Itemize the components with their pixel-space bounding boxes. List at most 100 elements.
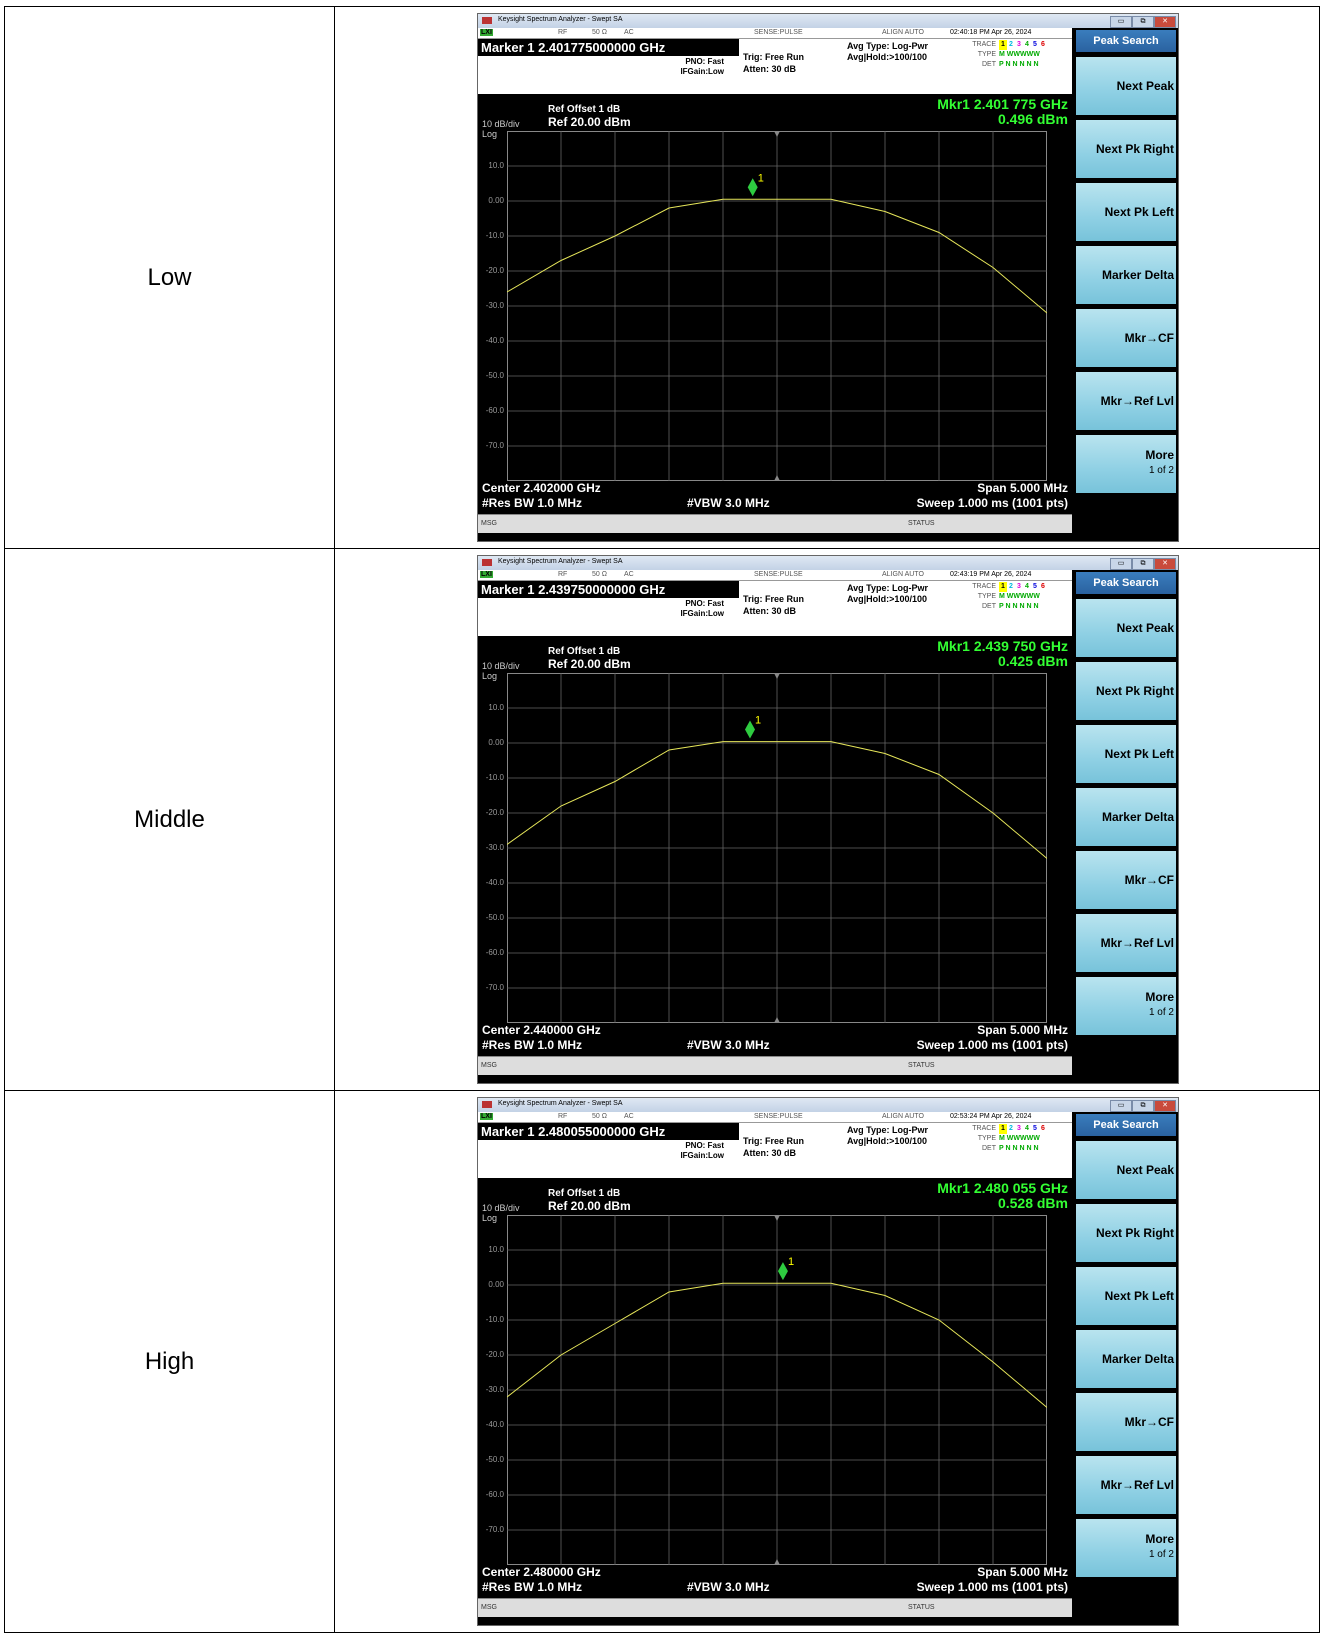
title-bar: Keysight Spectrum Analyzer - Swept SA ▭ … bbox=[478, 1098, 1178, 1112]
ref-level: Ref 20.00 dBm bbox=[548, 1199, 631, 1213]
y-tick-label: -70.0 bbox=[485, 983, 504, 992]
channel-label: Middle bbox=[4, 548, 335, 1091]
rf-input-label: RF bbox=[558, 1113, 568, 1120]
ifgain-label: IFGain:Low bbox=[680, 609, 724, 618]
reference-header: Ref Offset 1 dB Ref 20.00 dBm 10 dB/div L… bbox=[478, 94, 1072, 139]
y-tick-label: -70.0 bbox=[485, 441, 504, 450]
y-tick-label: -20.0 bbox=[485, 1350, 504, 1359]
mkr-cf-button[interactable]: Mkr→CF bbox=[1076, 309, 1176, 367]
next-peak-button[interactable]: Next Peak bbox=[1076, 57, 1176, 115]
scale-div: 10 dB/div bbox=[482, 119, 520, 129]
next-pk-left-button[interactable]: Next Pk Left bbox=[1076, 1267, 1176, 1325]
mkr-cf-button[interactable]: Mkr→CF bbox=[1076, 1393, 1176, 1451]
avg-type-label: Avg Type: Log-Pwr bbox=[847, 1125, 928, 1135]
status-bar: MSG STATUS bbox=[478, 514, 1072, 533]
minimize-button[interactable]: ▭ bbox=[1110, 1100, 1132, 1112]
ifgain-label: IFGain:Low bbox=[680, 67, 724, 76]
avg-settings: Avg Type: Log-Pwr Avg|Hold:>100/100 bbox=[847, 583, 928, 605]
span-label: Span 5.000 MHz bbox=[977, 1023, 1068, 1037]
trace-line bbox=[507, 1282, 1047, 1408]
app-icon bbox=[482, 559, 492, 566]
center-tick-top bbox=[774, 131, 780, 137]
restore-button[interactable]: ⧉ bbox=[1132, 1100, 1154, 1112]
mkr-ref-lvl-button[interactable]: Mkr→Ref Lvl bbox=[1076, 914, 1176, 972]
marker-readout[interactable]: Marker 1 2.480055000000 GHz bbox=[478, 1123, 739, 1140]
close-button[interactable]: ✕ bbox=[1154, 558, 1176, 570]
marker-diamond[interactable] bbox=[747, 178, 758, 197]
next-pk-right-button[interactable]: Next Pk Right bbox=[1076, 1204, 1176, 1262]
restore-button[interactable]: ⧉ bbox=[1132, 558, 1154, 570]
sense-label: SENSE:PULSE bbox=[754, 1113, 803, 1120]
more-button[interactable]: More 1 of 2 bbox=[1076, 435, 1176, 493]
next-pk-left-button[interactable]: Next Pk Left bbox=[1076, 725, 1176, 783]
spectrum-plot[interactable]: 1 bbox=[507, 673, 1047, 1023]
trace-number: 4 bbox=[1025, 1125, 1029, 1132]
close-button[interactable]: ✕ bbox=[1154, 16, 1176, 28]
marker-readout[interactable]: Marker 1 2.439750000000 GHz bbox=[478, 581, 739, 598]
marker-delta-button[interactable]: Marker Delta bbox=[1076, 788, 1176, 846]
more-label: More bbox=[1145, 448, 1174, 462]
impedance-label: 50 Ω bbox=[592, 571, 607, 578]
spectrum-plot[interactable]: 1 bbox=[507, 1215, 1047, 1565]
center-tick-bottom bbox=[774, 475, 780, 481]
ref-offset: Ref Offset 1 dB bbox=[548, 104, 621, 115]
title-bar: Keysight Spectrum Analyzer - Swept SA ▭ … bbox=[478, 14, 1178, 28]
marker-amplitude: 0.425 dBm bbox=[997, 653, 1068, 669]
res-bw-label: #Res BW 1.0 MHz bbox=[482, 1038, 583, 1052]
next-peak-button[interactable]: Next Peak bbox=[1076, 599, 1176, 657]
mkr-cf-button[interactable]: Mkr→CF bbox=[1076, 851, 1176, 909]
next-pk-left-button[interactable]: Next Pk Left bbox=[1076, 183, 1176, 241]
marker-readout[interactable]: Marker 1 2.401775000000 GHz bbox=[478, 39, 739, 56]
rf-input-label: RF bbox=[558, 29, 568, 36]
lxi-indicator: LXI bbox=[480, 1113, 493, 1120]
lxi-indicator: LXI bbox=[480, 571, 493, 578]
next-peak-button[interactable]: Next Peak bbox=[1076, 1141, 1176, 1199]
next-pk-right-button[interactable]: Next Pk Right bbox=[1076, 120, 1176, 178]
screenshot-cell: Keysight Spectrum Analyzer - Swept SA ▭ … bbox=[334, 1090, 1320, 1633]
more-button[interactable]: More 1 of 2 bbox=[1076, 977, 1176, 1035]
channel-label: Low bbox=[4, 6, 335, 549]
res-bw-label: #Res BW 1.0 MHz bbox=[482, 496, 583, 510]
lxi-indicator: LXI bbox=[480, 29, 493, 36]
y-tick-label: -60.0 bbox=[485, 1490, 504, 1499]
marker-diamond[interactable] bbox=[777, 1262, 788, 1281]
settings-panel: LXI RF 50 Ω AC SENSE:PULSE ALIGN AUTO 02… bbox=[478, 1112, 1072, 1178]
marker-delta-button[interactable]: Marker Delta bbox=[1076, 246, 1176, 304]
more-button[interactable]: More 1 of 2 bbox=[1076, 1519, 1176, 1577]
vbw-label: #VBW 3.0 MHz bbox=[687, 1580, 770, 1594]
more-page-label: 1 of 2 bbox=[1148, 1549, 1174, 1560]
vbw-label: #VBW 3.0 MHz bbox=[687, 1038, 770, 1052]
next-pk-right-button[interactable]: Next Pk Right bbox=[1076, 662, 1176, 720]
table-row: Low Keysight Spectrum Analyzer - Swept S… bbox=[4, 6, 1320, 549]
marker-delta-button[interactable]: Marker Delta bbox=[1076, 1330, 1176, 1388]
trace-number: 6 bbox=[1041, 1125, 1045, 1132]
trace-number: 2 bbox=[1009, 41, 1013, 48]
marker-amplitude: 0.528 dBm bbox=[997, 1195, 1068, 1211]
screenshot-cell: Keysight Spectrum Analyzer - Swept SA ▭ … bbox=[334, 6, 1320, 549]
spectrum-plot[interactable]: 1 bbox=[507, 131, 1047, 481]
sweep-label: Sweep 1.000 ms (1001 pts) bbox=[916, 1580, 1068, 1594]
restore-button[interactable]: ⧉ bbox=[1132, 16, 1154, 28]
trace-line bbox=[507, 741, 1047, 859]
settings-panel: LXI RF 50 Ω AC SENSE:PULSE ALIGN AUTO 02… bbox=[478, 570, 1072, 636]
sense-label: SENSE:PULSE bbox=[754, 571, 803, 578]
mkr-ref-lvl-button[interactable]: Mkr→Ref Lvl bbox=[1076, 1456, 1176, 1514]
y-tick-label: -10.0 bbox=[485, 231, 504, 240]
display-area: LXI RF 50 Ω AC SENSE:PULSE ALIGN AUTO 02… bbox=[478, 1112, 1072, 1625]
marker-number: 1 bbox=[788, 1256, 794, 1268]
status-strip: LXI RF 50 Ω AC SENSE:PULSE ALIGN AUTO 02… bbox=[478, 28, 1072, 39]
results-table: Low Keysight Spectrum Analyzer - Swept S… bbox=[4, 6, 1320, 1633]
minimize-button[interactable]: ▭ bbox=[1110, 16, 1132, 28]
status-strip: LXI RF 50 Ω AC SENSE:PULSE ALIGN AUTO 02… bbox=[478, 1112, 1072, 1123]
marker-diamond[interactable] bbox=[745, 720, 755, 739]
trace-key: TRACE bbox=[972, 583, 996, 590]
trace-line bbox=[507, 198, 1047, 314]
center-frequency: Center 2.480000 GHz bbox=[482, 1565, 601, 1579]
scale-div: 10 dB/div bbox=[482, 661, 520, 671]
trigger-atten: Trig: Free Run Atten: 30 dB bbox=[743, 1135, 804, 1159]
mkr-ref-lvl-button[interactable]: Mkr→Ref Lvl bbox=[1076, 372, 1176, 430]
atten-label: Atten: 30 dB bbox=[743, 606, 797, 616]
marker-frequency: Mkr1 2.401 775 GHz bbox=[937, 96, 1068, 112]
minimize-button[interactable]: ▭ bbox=[1110, 558, 1132, 570]
close-button[interactable]: ✕ bbox=[1154, 1100, 1176, 1112]
